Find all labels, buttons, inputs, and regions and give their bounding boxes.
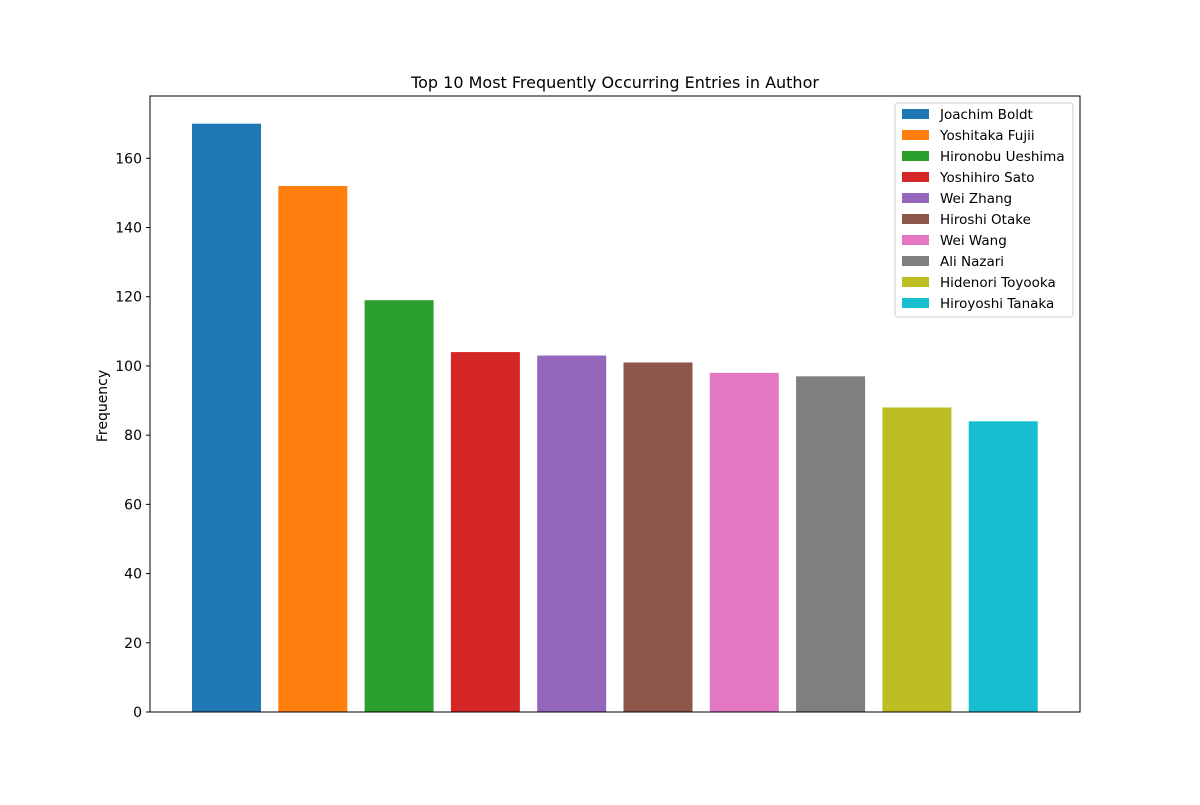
legend-swatch	[902, 235, 929, 245]
legend-label: Hiroyoshi Tanaka	[940, 296, 1054, 312]
y-tick-label: 120	[115, 290, 142, 306]
y-tick-label: 80	[124, 428, 142, 444]
legend-label: Hironobu Ueshima	[940, 149, 1065, 165]
legend-box	[894, 102, 1074, 318]
y-tick-label: 160	[115, 151, 142, 167]
legend-swatch	[902, 256, 929, 266]
legend-swatch	[902, 109, 929, 119]
y-axis-label: Frequency	[95, 370, 111, 442]
plot-frame	[149, 95, 1081, 713]
y-axis: 0 20 40 60 80 100 120 140 160	[115, 151, 150, 721]
bar-7	[709, 372, 779, 712]
y-tick-label: 140	[115, 221, 142, 237]
legend-swatch	[902, 277, 929, 287]
legend-label: Joachim Boldt	[939, 107, 1033, 123]
y-tick-label: 60	[124, 497, 142, 513]
bar-9	[882, 407, 952, 712]
legend-swatch	[902, 172, 929, 182]
legend-label: Hidenori Toyooka	[940, 275, 1056, 291]
bar-4	[450, 352, 520, 712]
legend-swatch	[902, 214, 929, 224]
y-tick-label: 40	[124, 567, 142, 583]
legend-label: Ali Nazari	[940, 254, 1004, 270]
legend-label: Hiroshi Otake	[940, 212, 1031, 228]
y-tick-label: 100	[115, 359, 142, 375]
chart-title: Top 10 Most Frequently Occurring Entries…	[410, 73, 819, 92]
bar-1	[192, 123, 261, 712]
legend-label: Yoshihiro Sato	[939, 170, 1035, 186]
bar-8	[796, 376, 866, 712]
bar-6	[623, 362, 693, 712]
bar-3	[364, 300, 434, 712]
legend-swatch	[902, 193, 929, 203]
bar-10	[968, 421, 1038, 712]
legend-label: Wei Zhang	[940, 191, 1012, 207]
bar-5	[537, 355, 607, 712]
legend: Joachim Boldt Yoshitaka Fujii Hironobu Ues…	[894, 102, 1074, 318]
y-tick-label: 20	[124, 636, 142, 652]
legend-swatch	[902, 130, 929, 140]
legend-swatch	[902, 151, 929, 161]
bars-group	[192, 123, 1038, 713]
legend-label: Wei Wang	[940, 233, 1007, 249]
bar-2	[278, 185, 348, 713]
y-tick-label: 0	[133, 705, 142, 721]
legend-label: Yoshitaka Fujii	[939, 128, 1035, 144]
legend-swatch	[902, 298, 929, 308]
